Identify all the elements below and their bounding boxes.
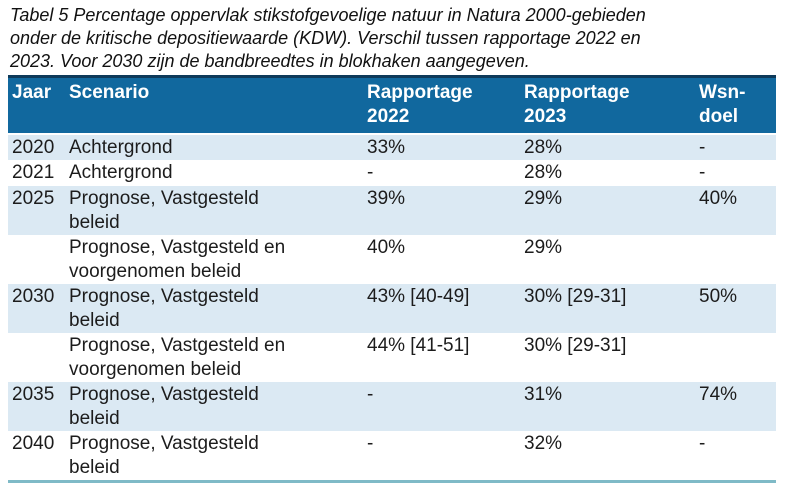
cell-rapportage-2022: 40%: [367, 236, 406, 258]
cell-jaar: 2025: [8, 185, 65, 235]
cell-rapportage-2022: -: [367, 161, 374, 183]
cell-rapportage-2022: 43% [40-49]: [363, 283, 520, 333]
cell-jaar: 2021: [12, 161, 55, 183]
cell-wsn-doel: 74%: [695, 381, 776, 431]
table-row: 2040 Prognose, Vastgesteld beleid - 32% …: [8, 431, 776, 482]
cell-wsn-doel: 40%: [695, 185, 776, 235]
cell-rapportage-2023: 28%: [524, 161, 563, 183]
table-row: 2021 Achtergrond - 28% -: [8, 160, 776, 186]
column-header-scenario: Scenario: [65, 75, 363, 135]
cell-rapportage-2023: 32%: [524, 432, 563, 454]
cell-jaar: [8, 235, 65, 284]
cell-rapportage-2023: 29%: [524, 236, 563, 258]
cell-rapportage-2023: 31%: [520, 381, 695, 431]
cell-jaar: 2030: [8, 283, 65, 333]
table-header-row: Jaar Scenario Rapportage 2022 Rapportage…: [8, 75, 776, 135]
caption-line: 2023. Voor 2030 zijn de bandbreedtes in …: [10, 51, 530, 71]
table-row: 2020 Achtergrond 33% 28% -: [8, 133, 776, 160]
cell-rapportage-2022: 39%: [363, 185, 520, 235]
cell-scenario: Prognose, Vastgesteld beleid: [65, 185, 363, 235]
cell-rapportage-2022: -: [363, 381, 520, 431]
cell-scenario: Prognose, Vastgesteld beleid: [69, 432, 259, 478]
cell-scenario: Prognose, Vastgesteld beleid: [65, 283, 363, 333]
cell-wsn-doel: [695, 333, 776, 382]
cell-rapportage-2023: 30% [29-31]: [524, 334, 627, 356]
cell-rapportage-2023: 30% [29-31]: [520, 283, 695, 333]
cell-jaar: [8, 333, 65, 382]
cell-scenario: Prognose, Vastgesteld beleid: [65, 381, 363, 431]
cell-wsn-doel: 50%: [695, 283, 776, 333]
column-header-rapportage-2022: Rapportage 2022: [363, 75, 520, 135]
cell-jaar: 2040: [12, 432, 55, 454]
table-row: 2035 Prognose, Vastgesteld beleid - 31% …: [8, 381, 776, 431]
cell-wsn-doel: [695, 235, 776, 284]
cell-scenario: Prognose, Vastgesteld en voorgenomen bel…: [69, 334, 286, 380]
cell-jaar: 2020: [8, 133, 65, 160]
table-row: Prognose, Vastgesteld en voorgenomen bel…: [8, 333, 776, 382]
cell-jaar: 2035: [8, 381, 65, 431]
caption-line: Tabel 5 Percentage oppervlak stikstofgev…: [10, 5, 646, 25]
table-row: Prognose, Vastgesteld en voorgenomen bel…: [8, 235, 776, 284]
cell-rapportage-2023: 29%: [520, 185, 695, 235]
column-header-jaar: Jaar: [8, 75, 65, 135]
cell-wsn-doel: -: [699, 432, 706, 454]
table-row: 2025 Prognose, Vastgesteld beleid 39% 29…: [8, 185, 776, 235]
cell-rapportage-2022: 33%: [363, 133, 520, 160]
caption-line: onder de kritische depositiewaarde (KDW)…: [10, 28, 641, 48]
cell-scenario: Prognose, Vastgesteld en voorgenomen bel…: [69, 236, 286, 282]
table-row: 2030 Prognose, Vastgesteld beleid 43% [4…: [8, 283, 776, 333]
table-caption: Tabel 5 Percentage oppervlak stikstofgev…: [10, 4, 790, 73]
column-header-wsn-doel: Wsn- doel: [695, 75, 776, 135]
cell-scenario: Achtergrond: [69, 161, 173, 183]
cell-wsn-doel: -: [699, 161, 706, 183]
cell-scenario: Achtergrond: [65, 133, 363, 160]
cell-rapportage-2022: -: [367, 432, 374, 454]
data-table: Jaar Scenario Rapportage 2022 Rapportage…: [8, 75, 776, 483]
cell-rapportage-2023: 28%: [520, 133, 695, 160]
cell-wsn-doel: -: [695, 133, 776, 160]
cell-rapportage-2022: 44% [41-51]: [367, 334, 470, 356]
column-header-rapportage-2023: Rapportage 2023: [520, 75, 695, 135]
